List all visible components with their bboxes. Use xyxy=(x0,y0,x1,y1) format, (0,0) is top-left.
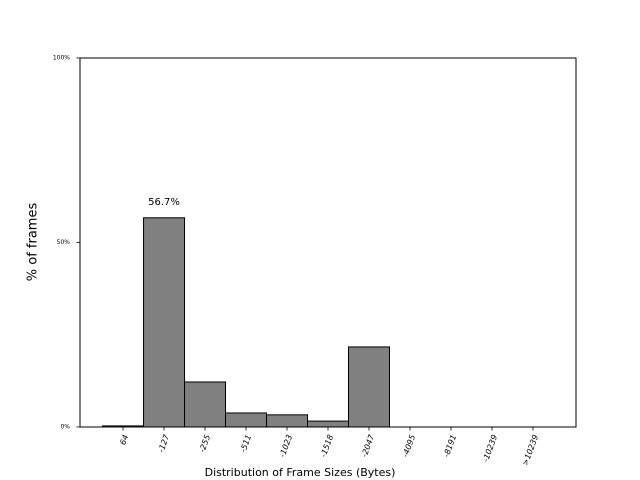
bar xyxy=(184,381,227,428)
x-tick-label: -10239 xyxy=(481,433,499,463)
x-tick-label: -127 xyxy=(157,433,172,454)
x-tick-label: -1518 xyxy=(319,433,335,458)
x-tick-label: -1023 xyxy=(278,433,294,458)
x-tick-label: -255 xyxy=(198,433,213,453)
bar xyxy=(307,420,349,428)
bar xyxy=(266,414,309,428)
value-label: 56.7% xyxy=(148,197,180,208)
y-axis-label: % of frames xyxy=(26,203,41,282)
bar xyxy=(143,217,186,428)
x-tick-label: 64 xyxy=(118,433,130,446)
bar xyxy=(225,412,268,428)
x-axis-label: Distribution of Frame Sizes (Bytes) xyxy=(205,466,396,479)
x-tick-label: >10239 xyxy=(521,433,540,466)
x-tick-label: -8191 xyxy=(442,433,458,458)
x-tick-label: -511 xyxy=(239,433,254,453)
y-tick-label: 50% xyxy=(57,239,71,246)
x-tick-label: -4095 xyxy=(401,433,417,458)
bar xyxy=(347,346,390,428)
y-tick-label: 0% xyxy=(60,424,70,431)
x-tick-label: -2047 xyxy=(360,433,377,459)
plot-frame xyxy=(79,57,577,428)
y-tick-label: 100% xyxy=(53,55,70,62)
